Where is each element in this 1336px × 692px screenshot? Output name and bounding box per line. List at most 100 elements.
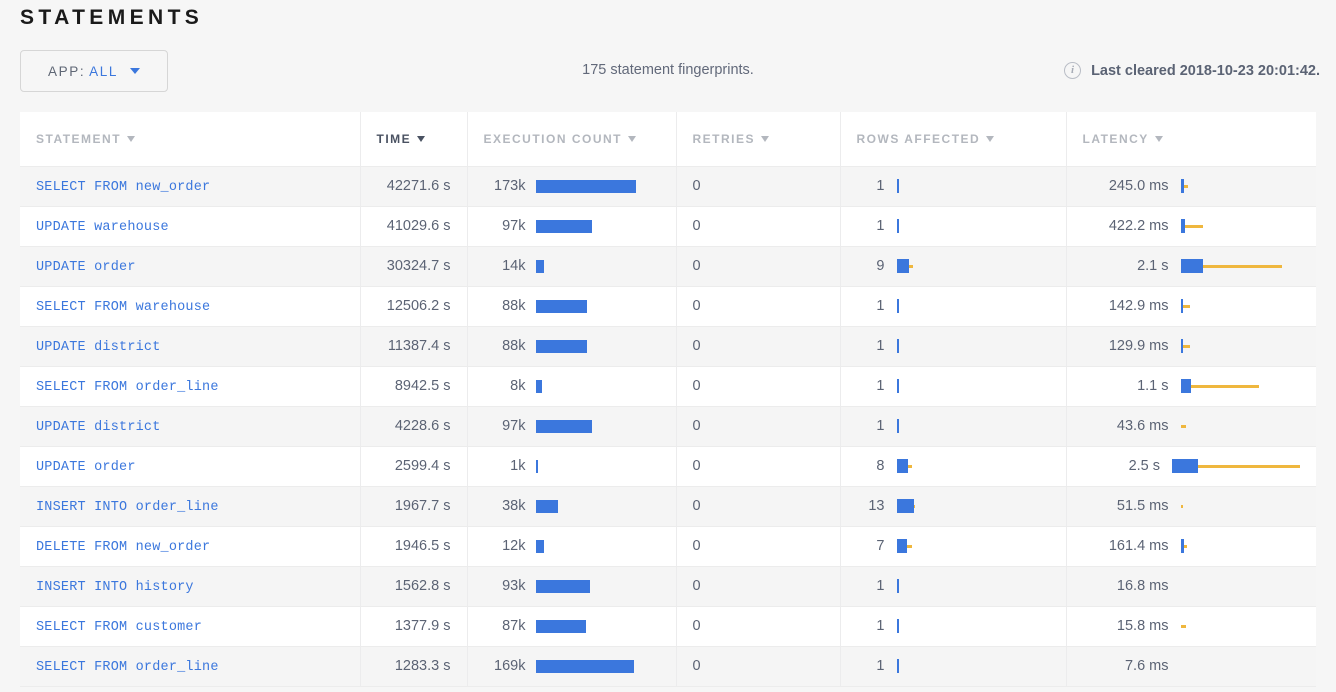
fingerprints-count: 175 statement fingerprints.	[582, 62, 754, 78]
latency-barchart	[1172, 457, 1300, 475]
statement-link[interactable]: UPDATE district	[36, 339, 161, 355]
statement-link[interactable]: UPDATE warehouse	[36, 219, 169, 235]
rows-affected-value: 9	[876, 258, 885, 274]
latency-graph: 142.9 ms	[1083, 297, 1301, 315]
cell-retries: 0	[676, 606, 841, 647]
table-row[interactable]: SELECT FROM new_order 42271.6 s 173k 0 1 245.…	[20, 166, 1316, 207]
latency-value: 43.6 ms	[1116, 418, 1169, 434]
table-row[interactable]: SELECT FROM order_line 1283.3 s 169k 0 1 7.6 …	[20, 646, 1316, 687]
rows-affected-value: 1	[876, 418, 885, 434]
rows-affected-graph: 1	[857, 417, 1050, 435]
latency-graph: 129.9 ms	[1083, 337, 1301, 355]
latency-bar	[1181, 659, 1183, 673]
statement-link[interactable]: SELECT FROM order_line	[36, 659, 219, 675]
latency-whisker	[1180, 305, 1190, 308]
execution-count-graph: 8k	[484, 378, 660, 394]
table-body: SELECT FROM new_order 42271.6 s 173k 0 1 245.…	[20, 166, 1316, 687]
latency-bar	[1181, 419, 1183, 433]
latency-barchart	[1180, 337, 1190, 355]
column-header-retries[interactable]: RETRIES	[676, 112, 841, 167]
statement-link[interactable]: INSERT INTO history	[36, 579, 194, 595]
rows-affected-graph: 1	[857, 337, 1050, 355]
latency-whisker	[1180, 225, 1203, 228]
cell-latency: 15.8 ms	[1066, 606, 1316, 647]
column-header-statement[interactable]: STATEMENT	[20, 112, 361, 167]
cell-statement: SELECT FROM new_order	[20, 166, 361, 207]
latency-whisker	[1180, 345, 1190, 348]
table-header: STATEMENT TIME EXECUTION COUNT RETRIES R…	[20, 112, 1316, 167]
rows-affected-bar	[896, 219, 899, 233]
execution-count-graph: 88k	[484, 338, 660, 354]
execution-count-value: 8k	[510, 378, 526, 394]
cell-rows-affected: 1	[840, 326, 1067, 367]
table-row[interactable]: SELECT FROM order_line 8942.5 s 8k 0 1 1.1 s	[20, 366, 1316, 407]
statement-link[interactable]: UPDATE order	[36, 459, 136, 475]
execution-count-value: 97k	[502, 418, 526, 434]
table-row[interactable]: UPDATE order 30324.7 s 14k 0 9 2.1 s	[20, 246, 1316, 287]
cell-time: 42271.6 s	[360, 166, 468, 207]
cell-latency: 2.1 s	[1066, 246, 1316, 287]
column-header-rows-affected[interactable]: ROWS AFFECTED	[840, 112, 1067, 167]
cell-retries: 0	[676, 566, 841, 607]
rows-affected-barchart	[896, 257, 913, 275]
table-row[interactable]: UPDATE order 2599.4 s 1k 0 8 2.5 s	[20, 446, 1316, 487]
rows-affected-bar	[896, 619, 899, 633]
rows-affected-value: 1	[876, 378, 885, 394]
latency-whisker	[1180, 425, 1186, 428]
column-header-execution-count[interactable]: EXECUTION COUNT	[467, 112, 677, 167]
app-filter-dropdown[interactable]: APP: ALL	[20, 50, 168, 92]
rows-affected-graph: 1	[857, 177, 1050, 195]
execution-count-graph: 97k	[484, 418, 660, 434]
app-filter-label: APP:	[48, 63, 86, 79]
latency-value: 7.6 ms	[1124, 658, 1169, 674]
table-row[interactable]: UPDATE district 4228.6 s 97k 0 1 43.6 ms	[20, 406, 1316, 447]
latency-bar	[1181, 499, 1183, 513]
statements-table-container: STATEMENT TIME EXECUTION COUNT RETRIES R…	[20, 112, 1316, 692]
cell-statement: UPDATE warehouse	[20, 206, 361, 247]
statement-link[interactable]: SELECT FROM warehouse	[36, 299, 211, 315]
cell-time: 1967.7 s	[360, 486, 468, 527]
execution-count-value: 169k	[494, 658, 526, 674]
info-icon[interactable]: i	[1064, 62, 1082, 79]
cell-time: 11387.4 s	[360, 326, 468, 367]
execution-count-bar	[535, 299, 587, 313]
statement-link[interactable]: UPDATE order	[36, 259, 136, 275]
execution-count-graph: 12k	[484, 538, 660, 554]
statement-link[interactable]: INSERT INTO order_line	[36, 499, 219, 515]
rows-affected-graph: 1	[857, 297, 1050, 315]
column-header-time[interactable]: TIME	[360, 112, 468, 167]
statement-link[interactable]: SELECT FROM customer	[36, 619, 203, 635]
latency-whisker	[1180, 265, 1282, 268]
table-row[interactable]: DELETE FROM new_order 1946.5 s 12k 0 7 161.4 …	[20, 526, 1316, 567]
cell-rows-affected: 8	[840, 446, 1067, 487]
cell-statement: DELETE FROM new_order	[20, 526, 361, 567]
cell-statement: UPDATE order	[20, 446, 361, 487]
execution-count-bar	[535, 219, 592, 233]
table-row[interactable]: SELECT FROM warehouse 12506.2 s 88k 0 1 142.9…	[20, 286, 1316, 327]
latency-bar	[1180, 179, 1184, 193]
cell-time: 1283.3 s	[360, 646, 468, 687]
cell-retries: 0	[676, 646, 841, 687]
rows-affected-value: 1	[876, 178, 885, 194]
rows-affected-value: 1	[876, 578, 885, 594]
statement-link[interactable]: SELECT FROM new_order	[36, 179, 211, 195]
app-filter-value: ALL	[89, 63, 118, 79]
cell-latency: 245.0 ms	[1066, 166, 1316, 207]
rows-affected-barchart	[896, 377, 899, 395]
execution-count-graph: 1k	[484, 458, 660, 474]
cell-execution-count: 88k	[467, 326, 677, 367]
execution-count-value: 93k	[502, 578, 526, 594]
table-row[interactable]: SELECT FROM customer 1377.9 s 87k 0 1 15.8 ms	[20, 606, 1316, 647]
statement-link[interactable]: SELECT FROM order_line	[36, 379, 219, 395]
table-row[interactable]: UPDATE warehouse 41029.6 s 97k 0 1 422.2 ms	[20, 206, 1316, 247]
column-header-latency[interactable]: LATENCY	[1066, 112, 1316, 167]
cell-statement: SELECT FROM order_line	[20, 646, 361, 687]
execution-count-bar	[535, 499, 558, 513]
execution-count-bar	[535, 539, 544, 553]
table-row[interactable]: INSERT INTO history 1562.8 s 93k 0 1 16.8 ms	[20, 566, 1316, 607]
table-row[interactable]: UPDATE district 11387.4 s 88k 0 1 129.9 ms	[20, 326, 1316, 367]
statement-link[interactable]: DELETE FROM new_order	[36, 539, 211, 555]
latency-whisker	[1172, 465, 1300, 468]
statement-link[interactable]: UPDATE district	[36, 419, 161, 435]
table-row[interactable]: INSERT INTO order_line 1967.7 s 38k 0 13 51.5…	[20, 486, 1316, 527]
